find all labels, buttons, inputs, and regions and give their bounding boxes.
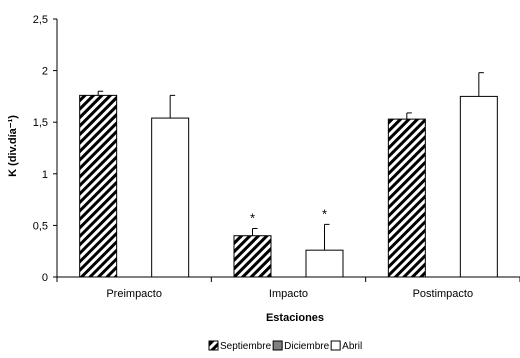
bar-septiembre-preimpacto [79,94,118,278]
bar-abril-preimpacto [151,117,190,278]
legend-swatch-diciembre [272,340,283,351]
y-tick-label: 1,5 [33,117,48,129]
y-tick-label: 2 [42,66,48,78]
x-axis-title: Estaciones [266,312,324,324]
y-tick-label: 0 [42,272,48,284]
significance-marker: * [250,210,255,225]
y-tick-label: 0,5 [33,220,48,232]
legend-label-diciembre: Diciembre [284,341,329,352]
legend-swatch-abril [330,340,341,351]
x-tick-label: Preimpacto [106,288,162,300]
significance-marker: * [322,206,327,221]
bar-abril-postimpacto [459,95,498,278]
labels: K (div.día⁻¹) Estaciones [7,115,324,324]
legend: Septiembre Diciembre Abril [208,340,362,352]
y-axis-title: K (div.día⁻¹) [7,115,19,177]
axes: 0 0,5 1 1,5 2 2,5 Preimpacto Impacto Postimpacto [33,14,520,300]
legend-swatch-septiembre [208,340,219,351]
y-tick-label: 2,5 [33,14,48,26]
bar-abril-impacto [305,249,344,278]
bars: * * [79,72,498,278]
x-tick-label: Postimpacto [413,288,474,300]
legend-label-abril: Abril [342,341,362,352]
legend-label-septiembre: Septiembre [220,341,272,352]
bar-septiembre-postimpacto [387,118,426,278]
bar-septiembre-impacto [233,235,272,278]
x-tick-label: Impacto [269,288,308,300]
y-tick-label: 1 [42,169,48,181]
